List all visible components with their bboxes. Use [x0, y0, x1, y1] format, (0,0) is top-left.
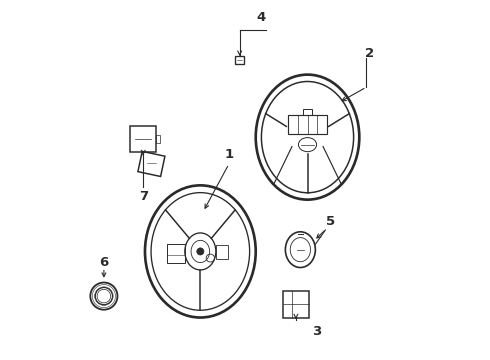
Circle shape: [197, 248, 204, 255]
Text: 4: 4: [256, 11, 266, 24]
Bar: [167, 243, 185, 263]
Bar: [288, 115, 327, 134]
Bar: [303, 109, 312, 115]
Text: 1: 1: [224, 148, 234, 162]
Bar: [216, 245, 228, 259]
Text: 2: 2: [366, 47, 374, 60]
Bar: [235, 57, 245, 64]
Text: 7: 7: [139, 190, 148, 203]
Text: 3: 3: [312, 325, 321, 338]
Text: 6: 6: [99, 256, 108, 269]
Bar: [138, 151, 165, 176]
Bar: [283, 291, 309, 318]
Text: 5: 5: [326, 215, 335, 228]
Bar: [130, 126, 156, 152]
Bar: [156, 135, 160, 143]
